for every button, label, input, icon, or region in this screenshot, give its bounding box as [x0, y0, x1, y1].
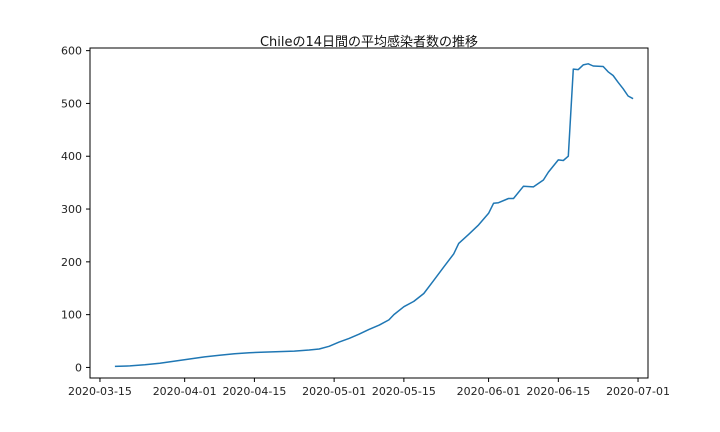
y-tick-label: 0: [75, 361, 82, 374]
x-tick-label: 2020-07-01: [606, 385, 670, 398]
x-tick-label: 2020-05-15: [372, 385, 436, 398]
x-tick-label: 2020-06-01: [457, 385, 521, 398]
y-tick-label: 500: [61, 97, 82, 110]
y-tick-label: 200: [61, 256, 82, 269]
y-axis: 0 100 200 300 400 500 600: [61, 45, 90, 374]
series-layer: [114, 63, 634, 368]
series-line: [114, 63, 634, 368]
y-tick-label: 600: [61, 45, 82, 58]
plot-frame: [89, 47, 649, 379]
y-tick-label: 100: [61, 309, 82, 322]
y-tick-label: 300: [61, 203, 82, 216]
x-tick-label: 2020-04-01: [153, 385, 217, 398]
x-tick-label: 2020-06-15: [526, 385, 590, 398]
x-axis: 2020-03-15 2020-04-01 2020-04-15 2020-05-01…: [68, 378, 670, 398]
x-tick-label: 2020-05-01: [302, 385, 366, 398]
x-tick-label: 2020-03-15: [68, 385, 132, 398]
chart-title: Chileの14日間の平均感染者数の推移: [260, 34, 478, 50]
y-tick-label: 400: [61, 150, 82, 163]
x-tick-label: 2020-04-15: [222, 385, 286, 398]
